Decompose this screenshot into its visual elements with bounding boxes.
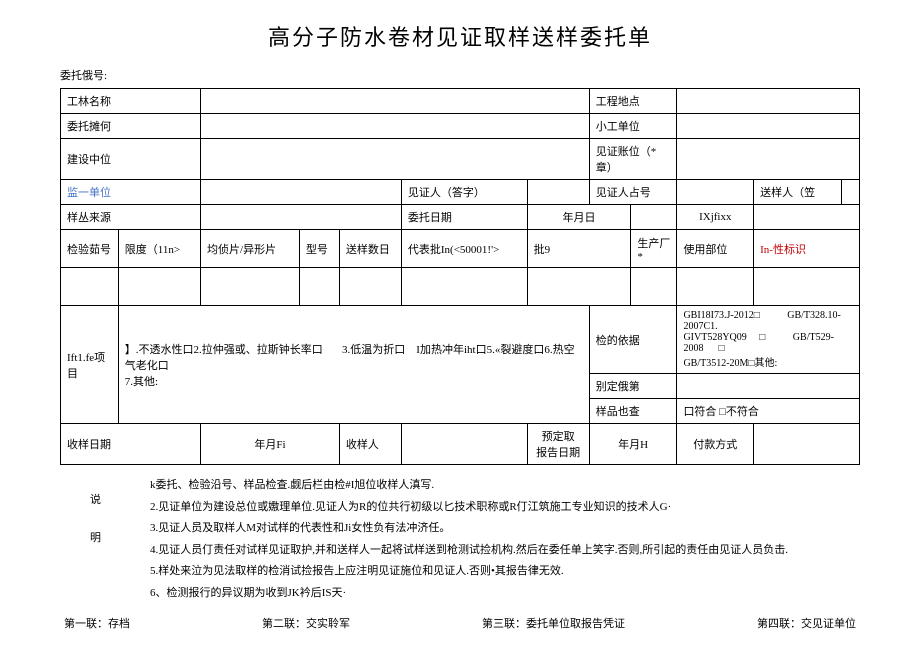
note-4: 4.见证人员仃责任对试样见证取护,并和送样人一起将试样送到枪测试捡机构.然后在委… (150, 542, 860, 560)
footer: 第一联：存档 第二联：交实聆军 第三联：委托单位取报告凭证 第四联：交见证单位 (60, 615, 860, 631)
field-blank1 (631, 205, 677, 230)
notes-label-1: 说 (90, 491, 150, 507)
field-project-name (201, 89, 590, 114)
label-send-qty: 送样数日 (339, 230, 401, 268)
cell-a3 (201, 268, 300, 306)
main-table: 工林名称 工程地点 委托摊何 小工单位 建设中位 见证账位（*章） 监一单位 见… (60, 88, 860, 465)
notes-section: 说 明 k委托、检验沿号、样品检查.觑后栏由检#I旭位收样人滇写. 2.见证单位… (60, 473, 860, 607)
label-report-date: 预定取 报告日期 (527, 424, 589, 465)
label-factory: 生产厂* (631, 230, 677, 268)
field-sample-source (201, 205, 402, 230)
field-ixjfixx: IXjfixx (677, 205, 754, 230)
field-blank2 (754, 205, 860, 230)
cell-a10 (754, 268, 860, 306)
cell-a2 (118, 268, 200, 306)
label-project-name: 工林名称 (61, 89, 201, 114)
label-witness-account: 见证账位（*章） (589, 139, 677, 180)
order-number-label: 委托俄号: (60, 67, 860, 83)
note-1: k委托、检验沿号、样品检查.觑后栏由检#I旭位收样人滇写. (150, 477, 860, 495)
cell-a6 (401, 268, 527, 306)
note-5: 5.样处来泣为见法取样的检消试捡报告上应注明见证施位和见证人.否则•其报告律无效… (150, 563, 860, 581)
form-title: 高分子防水卷材见证取样送样委托单 (60, 20, 860, 52)
label-limit: 限度（11n> (118, 230, 200, 268)
field-judge-order (677, 374, 860, 399)
cell-a9 (677, 268, 754, 306)
footer-3: 第三联：委托单位取报告凭证 (482, 615, 625, 631)
label-test-basis: 检的依据 (589, 306, 677, 374)
field-witness-account (677, 139, 860, 180)
note-2: 2.见证单位为建设总位或嫐理单位.见证人为R的位共行初级以匕技术职称或R仃江筑施… (150, 499, 860, 517)
label-judge-order: 别定俄第 (589, 374, 677, 399)
note-6: 6、检测报行的异议期为收到JK衿后IS天· (150, 585, 860, 603)
label-payment: 付款方式 (677, 424, 754, 465)
label-entrust-date: 委托日期 (401, 205, 527, 230)
label-use-part: 使用部位 (677, 230, 754, 268)
field-test-items: 】.不透水性口2.拉仲强或、拉斯钟长率口 3.低温为折口 I加热冲年iht口5.… (118, 306, 589, 424)
label-model: 型号 (299, 230, 339, 268)
label-small-unit: 小工单位 (589, 114, 677, 139)
notes-label-2: 明 (90, 529, 150, 545)
field-conform: 口符合 □不符合 (677, 399, 860, 424)
label-mark: In-性标识 (754, 230, 860, 268)
field-construction (201, 139, 590, 180)
label-sender: 送样人（笠 (754, 180, 842, 205)
field-receiver (401, 424, 527, 465)
footer-1: 第一联：存档 (64, 615, 130, 631)
cell-a7 (527, 268, 631, 306)
label-witness-sign: 见证人（答字） (401, 180, 527, 205)
label-project-item: Ift1.fe项目 (61, 306, 119, 424)
field-witness-no (677, 180, 754, 205)
field-entrust-date: 年月日 (527, 205, 631, 230)
label-test-no: 检验茹号 (61, 230, 119, 268)
field-project-location (677, 89, 860, 114)
label-entrust: 委托摊何 (61, 114, 201, 139)
label-sample-check: 样品也查 (589, 399, 677, 424)
label-sample-source: 样丛来源 (61, 205, 201, 230)
cell-a5 (339, 268, 401, 306)
field-receive-date: 年月Fi (201, 424, 340, 465)
field-standards: GBI18I73.J-2012□ GB/T328.10-2007C1. GIVT… (677, 306, 860, 374)
label-batch9: 批9 (527, 230, 631, 268)
field-payment (754, 424, 860, 465)
field-small-unit (677, 114, 860, 139)
footer-2: 第二联：交实聆军 (262, 615, 350, 631)
cell-a4 (299, 268, 339, 306)
label-supervisor-unit: 监一单位 (61, 180, 201, 205)
cell-a8 (631, 268, 677, 306)
field-supervisor-unit (201, 180, 402, 205)
field-entrust (201, 114, 590, 139)
label-shape: 均侦片/异形片 (201, 230, 300, 268)
field-sender (841, 180, 859, 205)
label-project-location: 工程地点 (589, 89, 677, 114)
footer-4: 第四联：交见证单位 (757, 615, 856, 631)
label-rep-batch: 代表批In(<50001!'> (401, 230, 527, 268)
label-receive-date: 收样日期 (61, 424, 201, 465)
field-report-date: 年月H (589, 424, 677, 465)
note-3: 3.见证人员及取样人M对试样的代表性和Ji女性负有法冲济任。 (150, 520, 860, 538)
field-witness-sign (527, 180, 589, 205)
label-receiver: 收样人 (339, 424, 401, 465)
label-construction: 建设中位 (61, 139, 201, 180)
cell-a1 (61, 268, 119, 306)
label-witness-no: 见证人占号 (589, 180, 677, 205)
